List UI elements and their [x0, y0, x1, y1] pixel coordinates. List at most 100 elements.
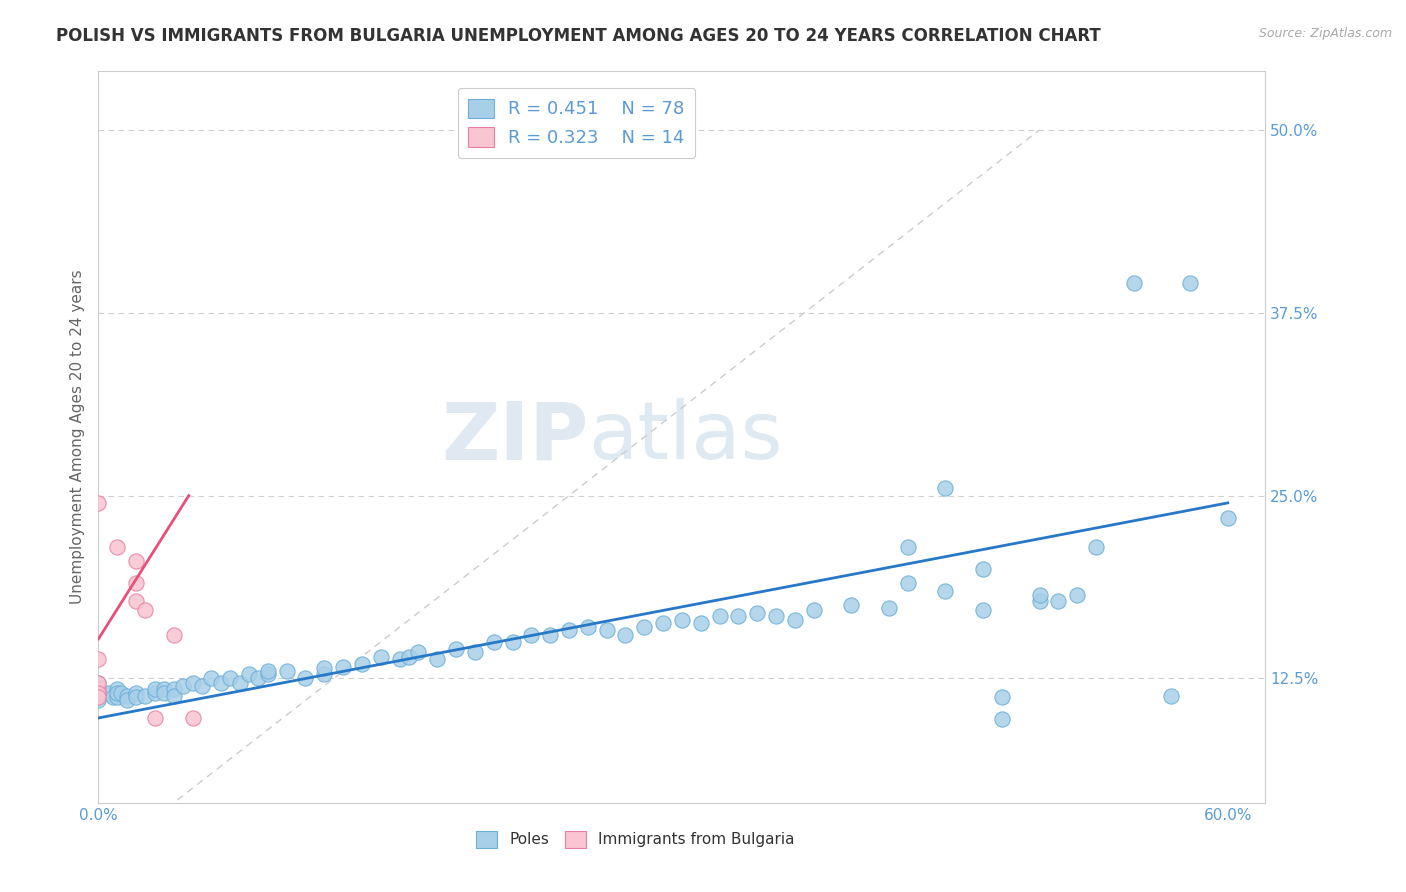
- Point: [1160, 689, 1182, 703]
- Point: [228, 676, 250, 690]
- Point: [87, 681, 110, 696]
- Point: [408, 645, 430, 659]
- Point: [247, 672, 270, 686]
- Point: [125, 686, 148, 700]
- Legend: Poles, Immigrants from Bulgaria: Poles, Immigrants from Bulgaria: [470, 825, 801, 854]
- Point: [125, 576, 148, 591]
- Point: [105, 540, 128, 554]
- Point: [576, 620, 599, 634]
- Point: [482, 635, 505, 649]
- Point: [520, 627, 543, 641]
- Point: [633, 620, 655, 634]
- Point: [558, 623, 581, 637]
- Point: [87, 689, 110, 703]
- Point: [595, 623, 617, 637]
- Point: [87, 652, 110, 666]
- Point: [181, 676, 204, 690]
- Point: [538, 627, 561, 641]
- Point: [1122, 277, 1144, 291]
- Point: [87, 686, 110, 700]
- Text: atlas: atlas: [589, 398, 783, 476]
- Point: [972, 603, 994, 617]
- Point: [219, 672, 242, 686]
- Y-axis label: Unemployment Among Ages 20 to 24 years: Unemployment Among Ages 20 to 24 years: [69, 269, 84, 605]
- Point: [1085, 540, 1108, 554]
- Point: [125, 690, 148, 705]
- Point: [426, 652, 449, 666]
- Point: [87, 676, 110, 690]
- Point: [256, 664, 278, 678]
- Text: POLISH VS IMMIGRANTS FROM BULGARIA UNEMPLOYMENT AMONG AGES 20 TO 24 YEARS CORREL: POLISH VS IMMIGRANTS FROM BULGARIA UNEMP…: [56, 27, 1101, 45]
- Point: [934, 481, 956, 495]
- Point: [398, 649, 420, 664]
- Point: [97, 686, 120, 700]
- Point: [87, 676, 110, 690]
- Point: [110, 686, 132, 700]
- Point: [134, 689, 156, 703]
- Point: [502, 635, 524, 649]
- Point: [464, 645, 486, 659]
- Point: [444, 642, 467, 657]
- Point: [388, 652, 411, 666]
- Point: [370, 649, 392, 664]
- Point: [839, 599, 862, 613]
- Point: [143, 686, 166, 700]
- Point: [765, 608, 787, 623]
- Point: [172, 679, 194, 693]
- Point: [671, 613, 693, 627]
- Point: [783, 613, 806, 627]
- Point: [689, 615, 711, 630]
- Point: [1066, 588, 1088, 602]
- Point: [153, 686, 176, 700]
- Point: [1047, 594, 1070, 608]
- Point: [105, 690, 128, 705]
- Point: [256, 667, 278, 681]
- Point: [614, 627, 637, 641]
- Point: [747, 606, 769, 620]
- Point: [105, 686, 128, 700]
- Point: [191, 679, 214, 693]
- Point: [276, 664, 298, 678]
- Point: [350, 657, 373, 671]
- Point: [87, 681, 110, 696]
- Point: [934, 583, 956, 598]
- Point: [727, 608, 749, 623]
- Point: [314, 661, 336, 675]
- Point: [1216, 510, 1239, 524]
- Point: [103, 690, 125, 705]
- Point: [87, 690, 110, 705]
- Point: [181, 711, 204, 725]
- Point: [877, 601, 900, 615]
- Point: [897, 540, 920, 554]
- Point: [87, 693, 110, 707]
- Point: [105, 681, 128, 696]
- Point: [991, 690, 1014, 705]
- Point: [209, 676, 232, 690]
- Point: [87, 686, 110, 700]
- Point: [125, 554, 148, 568]
- Point: [115, 689, 138, 703]
- Point: [163, 627, 186, 641]
- Point: [652, 615, 675, 630]
- Point: [1028, 594, 1050, 608]
- Point: [1178, 277, 1201, 291]
- Point: [143, 711, 166, 725]
- Point: [125, 594, 148, 608]
- Point: [314, 667, 336, 681]
- Point: [238, 667, 260, 681]
- Point: [803, 603, 825, 617]
- Point: [332, 659, 354, 673]
- Point: [143, 681, 166, 696]
- Point: [163, 689, 186, 703]
- Point: [1028, 588, 1050, 602]
- Point: [709, 608, 731, 623]
- Point: [294, 672, 316, 686]
- Point: [134, 603, 156, 617]
- Point: [87, 496, 110, 510]
- Point: [153, 681, 176, 696]
- Point: [972, 562, 994, 576]
- Point: [897, 576, 920, 591]
- Point: [163, 681, 186, 696]
- Point: [200, 672, 222, 686]
- Text: Source: ZipAtlas.com: Source: ZipAtlas.com: [1258, 27, 1392, 40]
